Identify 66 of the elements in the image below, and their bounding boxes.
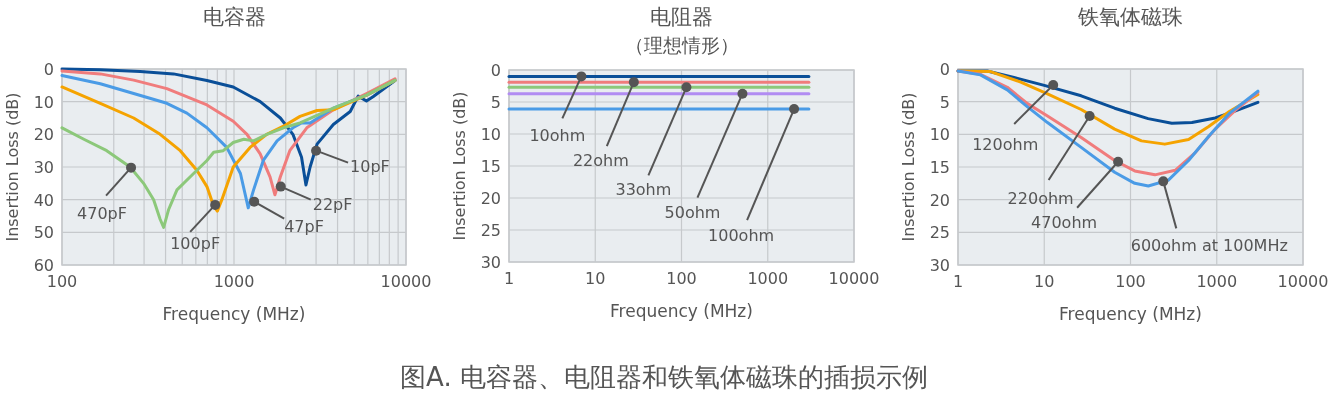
annotation: 10pF (311, 145, 390, 176)
annotation: 600ohm at 100MHz (1130, 236, 1288, 256)
x-tick-label: 100 (46, 272, 78, 291)
chart-title: 铁氧体磁珠 (1077, 5, 1183, 29)
annotation: 22ohm (572, 151, 629, 171)
y-tick-label: 20 (33, 125, 54, 145)
y-tick-label: 25 (480, 221, 501, 240)
annotation: 22pF (275, 181, 353, 214)
y-tick-label: 10 (929, 125, 950, 145)
x-tick-label: 1000 (1196, 272, 1238, 291)
y-axis-title: Insertion Loss (dB) (450, 91, 469, 241)
x-tick-label: 1 (952, 272, 964, 291)
y-tick-label: 25 (929, 223, 950, 243)
annotation: 47pF (284, 216, 324, 236)
y-tick-label: 20 (929, 190, 950, 210)
annotation: 100pF (170, 233, 221, 253)
x-tick-label: 10000 (1277, 272, 1329, 291)
annotation: 220ohm (1007, 189, 1074, 209)
annotation: 10ohm (529, 126, 586, 146)
annotation: 100ohm (708, 226, 775, 246)
chart-title: 电容器 (202, 5, 266, 29)
y-tick-label: 60 (33, 256, 54, 275)
annotation: 50ohm (664, 202, 721, 222)
x-tick-label: 10 (1034, 272, 1055, 291)
y-tick-label: 5 (490, 93, 501, 112)
x-tick-label: 1000 (747, 269, 789, 288)
annotation: 600ohm at 100MHz (1130, 176, 1288, 256)
x-tick-label: 1000 (213, 272, 255, 291)
text: 图A. 电容器、电阻器和铁氧体磁珠的插损示例 (400, 362, 928, 392)
annotation: 120ohm (972, 135, 1039, 155)
annotation: 470pF (77, 203, 127, 223)
y-tick-label: 10 (33, 92, 54, 112)
y-tick-label: 20 (480, 189, 501, 208)
annotation: 10ohm (529, 71, 587, 146)
annotation: 470pF (77, 162, 137, 223)
y-tick-label: 10 (480, 125, 501, 144)
y-tick-label: 15 (929, 158, 950, 177)
annotation: 22pF (312, 194, 353, 214)
x-axis-title: Frequency (MHz) (162, 304, 306, 324)
annotation: 10pF (350, 156, 390, 176)
x-axis-title: Frequency (MHz) (610, 301, 753, 321)
chart-subtitle: （理想情形） (624, 34, 739, 56)
y-tick-label: 0 (490, 61, 501, 80)
y-tick-label: 30 (480, 253, 501, 272)
y-axis-title: Insertion Loss (dB) (3, 92, 22, 242)
y-tick-label: 5 (939, 92, 950, 112)
x-tick-label: 100 (1115, 272, 1146, 291)
y-tick-label: 0 (939, 60, 950, 79)
x-tick-label: 10 (585, 269, 606, 288)
annotation: 470ohm (1031, 212, 1098, 232)
x-tick-label: 10000 (828, 269, 880, 288)
y-tick-label: 0 (43, 60, 54, 79)
annotation: 100pF (170, 199, 221, 253)
annotation: 33ohm (615, 180, 672, 200)
x-axis-title: Frequency (MHz) (1059, 304, 1202, 324)
chart-title: 电阻器 (650, 5, 713, 29)
x-tick-label: 1 (503, 269, 515, 288)
annotation: 120ohm (972, 80, 1059, 154)
y-axis-title: Insertion Loss (dB) (899, 92, 918, 242)
x-tick-label: 100 (666, 269, 697, 288)
y-tick-label: 40 (33, 190, 54, 210)
x-tick-label: 10000 (380, 272, 432, 291)
y-tick-label: 30 (929, 256, 950, 275)
y-tick-label: 30 (33, 158, 54, 177)
y-tick-label: 15 (480, 157, 501, 176)
y-tick-label: 50 (33, 223, 54, 243)
